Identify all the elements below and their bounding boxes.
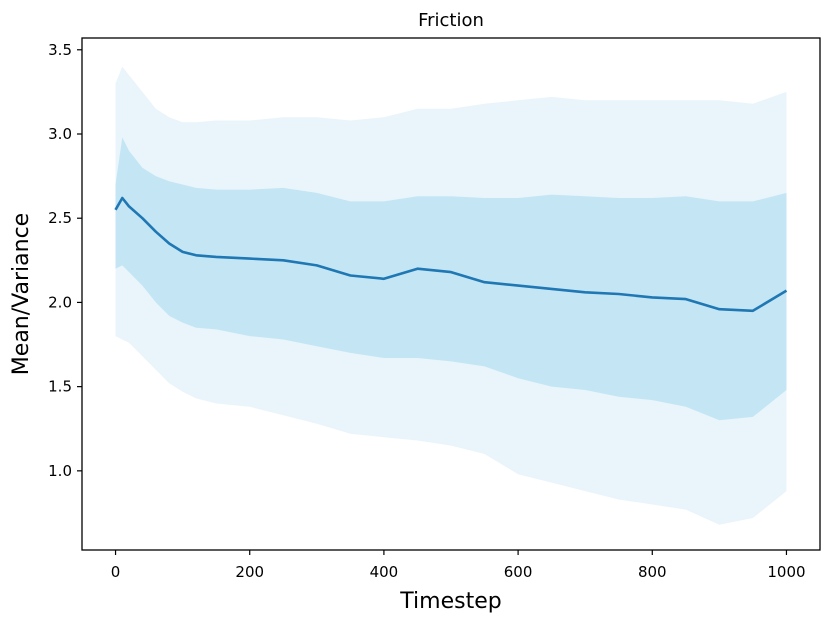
x-axis: 0 200 400 600 800 1000	[111, 550, 806, 581]
y-tick-label: 1.0	[48, 462, 72, 480]
y-tick-label: 3.0	[48, 125, 72, 143]
x-tick-label: 200	[235, 563, 264, 581]
x-tick-label: 800	[638, 563, 667, 581]
y-axis-title: Mean/Variance	[9, 213, 34, 375]
y-tick-label: 2.0	[48, 293, 72, 311]
x-tick-label: 400	[370, 563, 399, 581]
x-tick-label: 600	[504, 563, 533, 581]
chart-title: Friction	[418, 10, 484, 31]
mean-line	[114, 196, 788, 313]
y-axis: 1.0 1.5 2.0 2.5 3.0 3.5	[48, 41, 82, 480]
y-tick-label: 1.5	[48, 378, 72, 396]
inner-variance-band	[115, 137, 787, 421]
x-tick-label: 1000	[767, 563, 805, 581]
x-tick-label: 0	[111, 563, 121, 581]
y-tick-label: 2.5	[48, 209, 72, 227]
plot-frame	[81, 37, 821, 551]
variance-bands	[115, 66, 787, 525]
mean-line-group	[114, 196, 788, 313]
y-tick-label: 3.5	[48, 41, 72, 59]
x-axis-title: Timestep	[399, 589, 501, 614]
